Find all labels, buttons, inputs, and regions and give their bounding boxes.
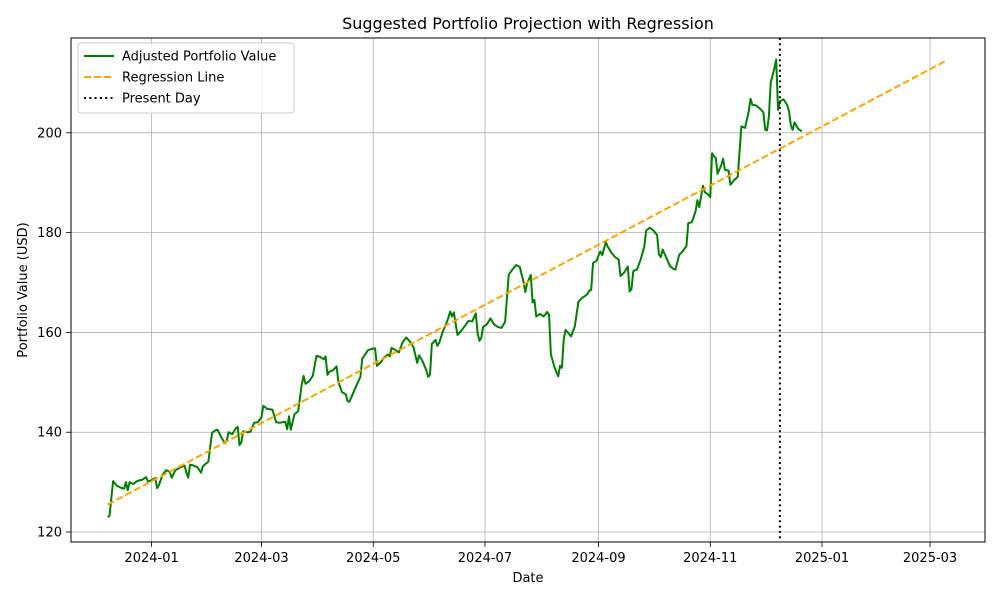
axes-frame <box>70 37 986 543</box>
x-tick-label: 2024-07 <box>458 551 512 566</box>
x-axis-label: Date <box>512 571 543 586</box>
x-tick-label: 2024-01 <box>124 551 178 566</box>
x-tick-label: 2024-11 <box>683 551 737 566</box>
ticks: 2024-01 2024-03 2024-05 2024-07 2024-09 2024-… <box>37 126 957 566</box>
x-tick-label: 2025-03 <box>903 551 957 566</box>
y-tick-label: 160 <box>37 326 62 341</box>
axes <box>70 37 986 543</box>
grid <box>71 38 985 542</box>
y-tick-label: 120 <box>37 526 62 541</box>
legend-label: Regression Line <box>122 71 224 86</box>
x-tick-label: 2024-03 <box>234 551 288 566</box>
x-tick-label: 2025-01 <box>795 551 849 566</box>
x-tick-label: 2024-05 <box>346 551 400 566</box>
y-axis-label: Portfolio Value (USD) <box>16 222 31 357</box>
y-tick-label: 200 <box>37 126 62 141</box>
y-tick-label: 140 <box>37 426 62 441</box>
x-tick-label: 2024-09 <box>571 551 625 566</box>
portfolio-value-line <box>107 58 803 518</box>
legend: Adjusted Portfolio Value Regression Line P… <box>77 42 295 114</box>
y-tick-label: 180 <box>37 226 62 241</box>
regression-line <box>107 59 948 506</box>
legend-box <box>77 42 295 114</box>
legend-label: Adjusted Portfolio Value <box>122 50 276 65</box>
plot-area <box>107 38 948 542</box>
chart-title: Suggested Portfolio Projection with Regr… <box>342 14 714 33</box>
legend-label: Present Day <box>122 92 201 107</box>
